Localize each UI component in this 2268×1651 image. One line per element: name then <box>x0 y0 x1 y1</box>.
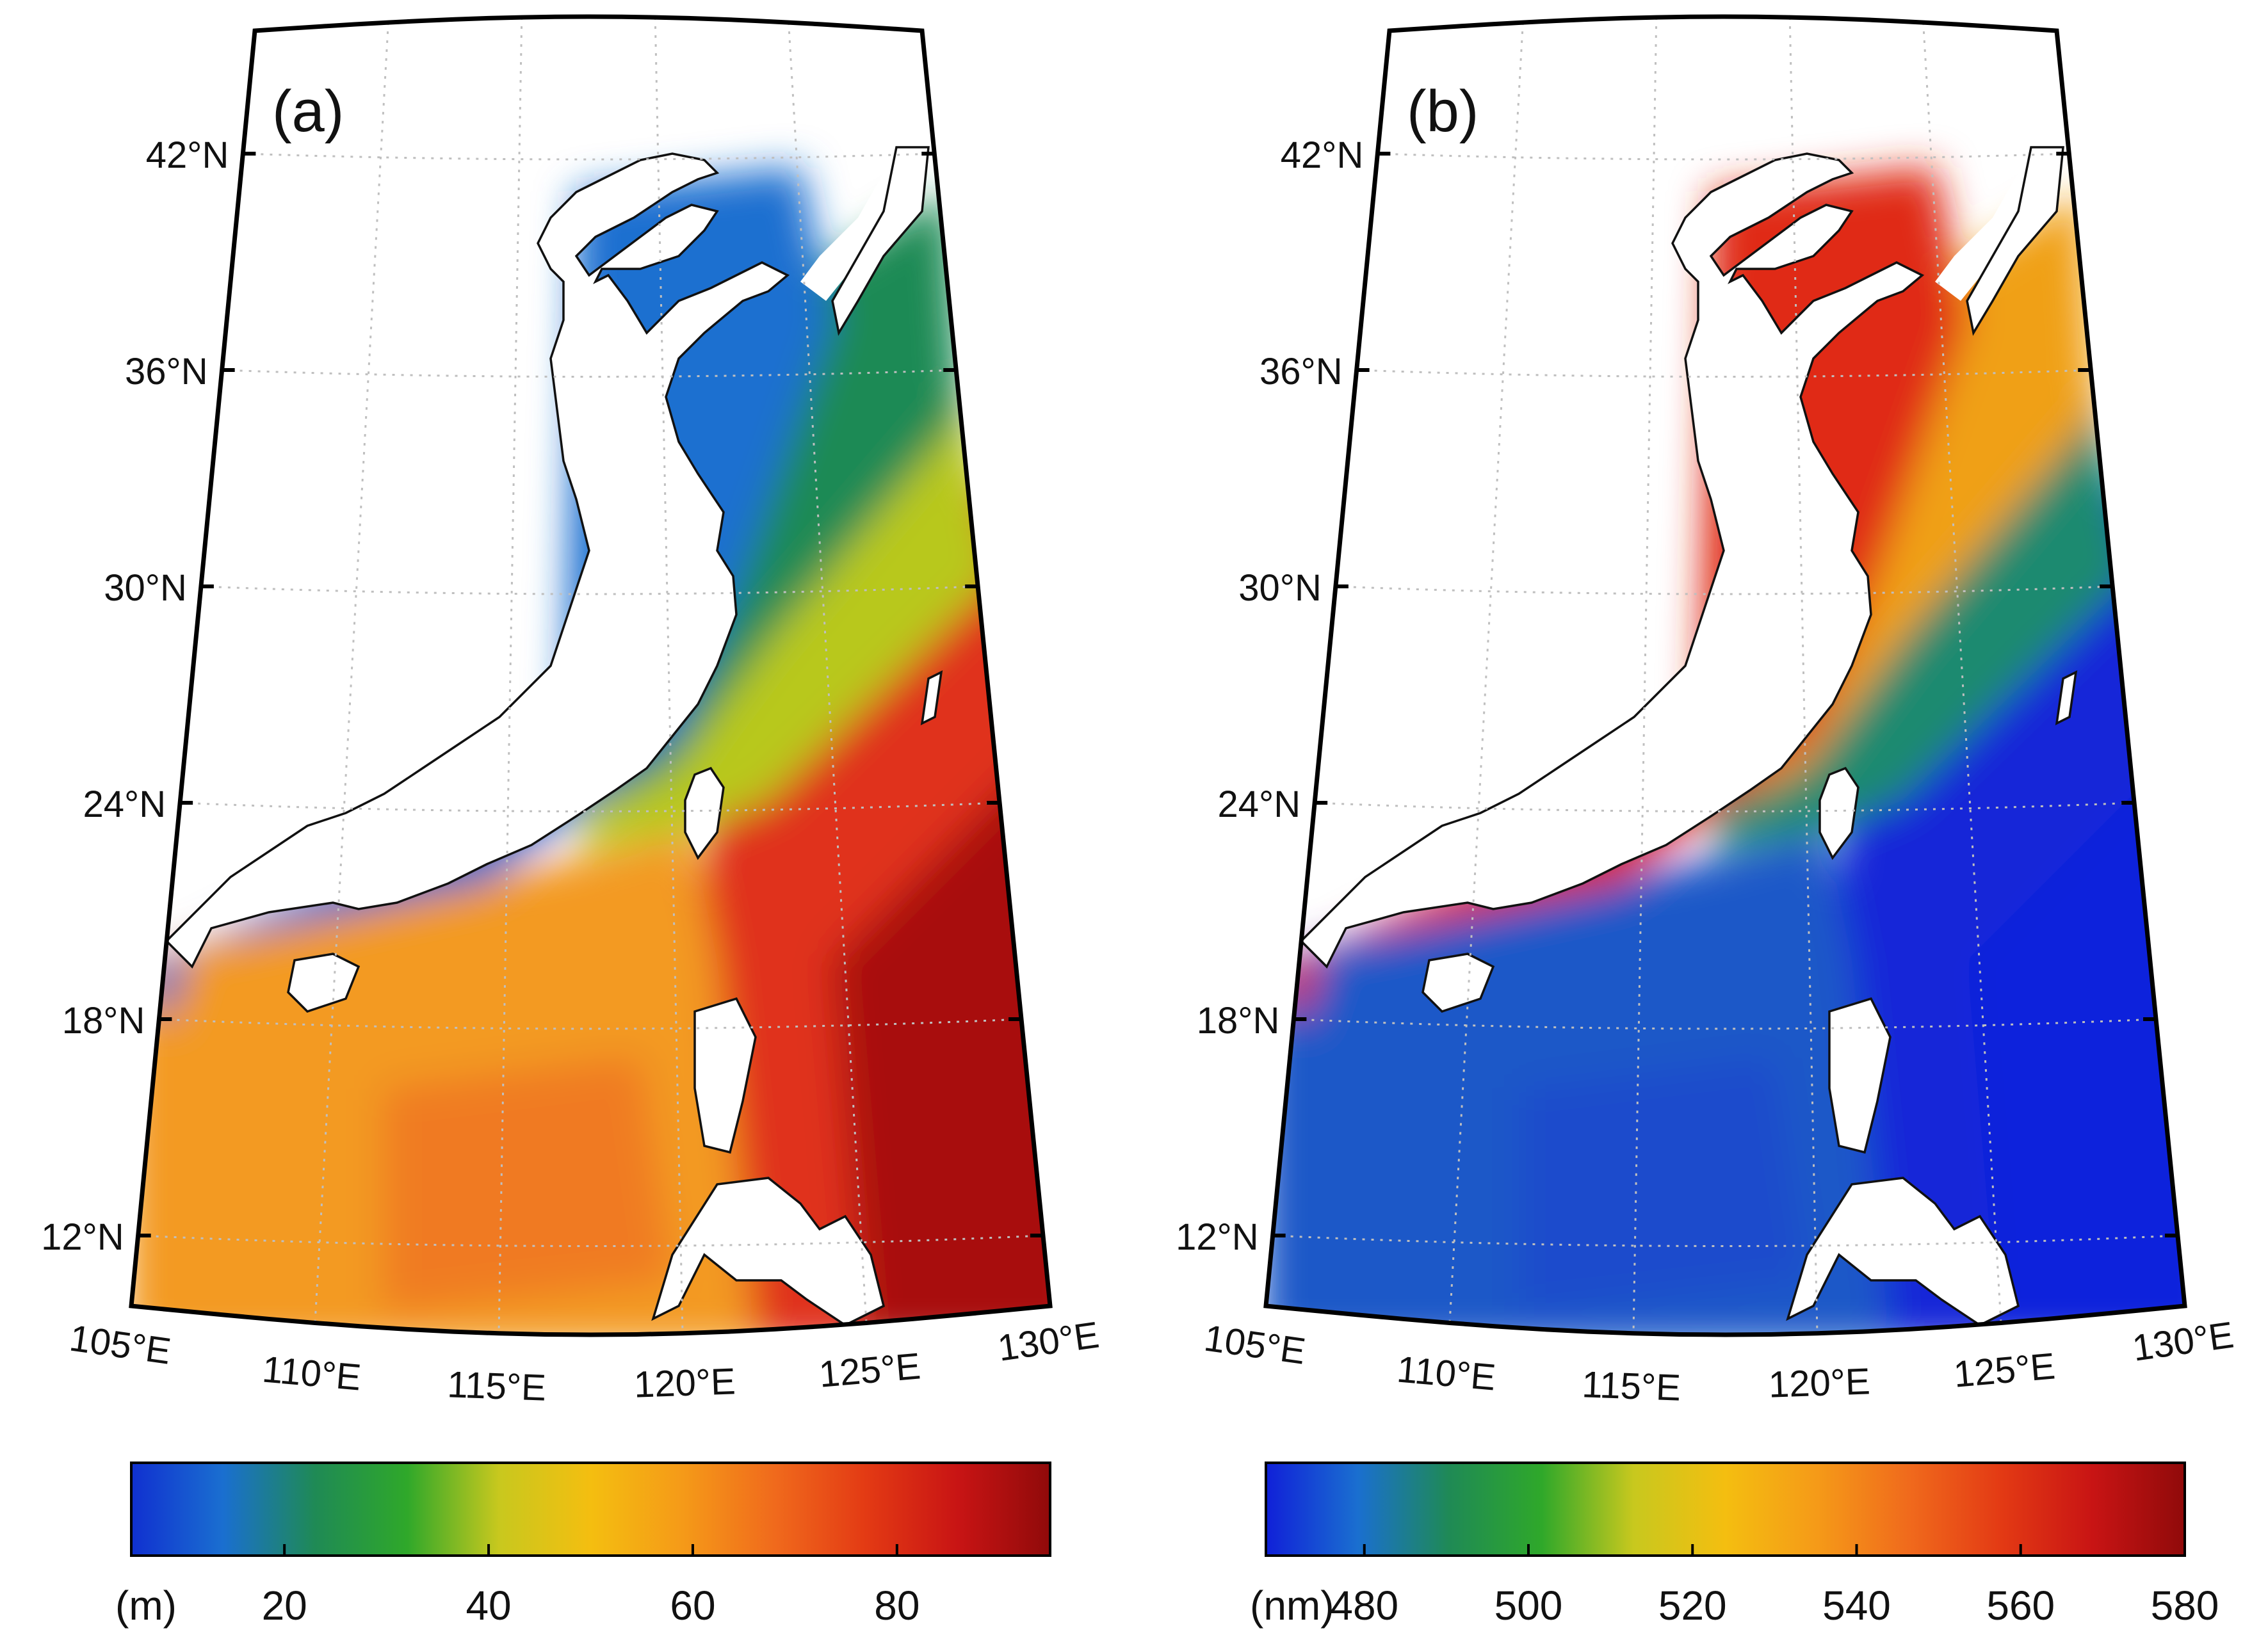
latitude-label: 12°N <box>1176 1216 1259 1258</box>
latitude-gridline <box>1272 1234 2178 1247</box>
colorbar-tick-label: 80 <box>874 1583 919 1629</box>
graticule <box>138 17 1044 1333</box>
longitude-label: 110°E <box>261 1348 362 1398</box>
korea-coastline <box>831 146 930 336</box>
longitude-label: 130°E <box>2130 1314 2236 1369</box>
latitude-label: 30°N <box>1238 567 1322 609</box>
longitude-label: 120°E <box>1768 1360 1871 1405</box>
longitude-label: 130°E <box>995 1314 1101 1369</box>
china-coastline <box>1299 152 1925 969</box>
latitude-labels: 42°N 36°N 30°N 24°N 18°N 12°N <box>41 134 229 1258</box>
colorbar-tick-label: 60 <box>670 1583 715 1629</box>
panel-a: (a) 42°N 36°N 30°N 24°N 18°N 12°N 105°E 110°E 115… <box>41 14 1101 1629</box>
latitude-label: 36°N <box>125 351 208 392</box>
longitude-label: 125°E <box>1952 1345 2057 1396</box>
latitude-label: 36°N <box>1260 351 1343 392</box>
colorbar: (m) 20 40 60 80 <box>115 1462 1051 1629</box>
colorbar-tick-label: 20 <box>262 1583 307 1629</box>
taiwan-coastline <box>684 766 725 860</box>
sea-color-field <box>131 17 1050 1335</box>
luzon-coastline <box>1828 997 1891 1154</box>
map-frame <box>129 14 1053 1337</box>
colorbar-tick-label: 480 <box>1330 1583 1398 1629</box>
map-frame <box>1263 14 2187 1337</box>
longitude-gridline <box>1922 22 2002 1323</box>
colorbar-gradient <box>1265 1462 2186 1557</box>
hainan-coastline <box>287 953 360 1013</box>
latitude-label: 42°N <box>1281 134 1364 176</box>
colorbar-unit: (m) <box>115 1583 177 1629</box>
scs-center-region <box>1519 1056 1807 1312</box>
panel-label: (a) <box>272 79 344 144</box>
north-land <box>131 17 1050 301</box>
colorbar-tick-label: 560 <box>1986 1583 2055 1629</box>
latitude-gridline <box>1356 369 2091 378</box>
colorbar-tick-label: 500 <box>1494 1583 1563 1629</box>
north-land <box>1266 17 2185 301</box>
latitude-label: 24°N <box>83 784 166 825</box>
sea-color-field <box>1266 17 2185 1335</box>
graticule <box>1272 17 2178 1333</box>
colorbar-tick-label: 520 <box>1658 1583 1727 1629</box>
longitude-label: 115°E <box>1581 1364 1681 1408</box>
latitude-label: 12°N <box>41 1216 124 1258</box>
colorbar: (nm)480 500 520 540 560 580 <box>1250 1462 2219 1629</box>
latitude-gridline <box>222 369 957 378</box>
colorbar-tick-label: 540 <box>1822 1583 1891 1629</box>
luzon-coastline <box>693 997 757 1154</box>
taiwan-coastline <box>1818 766 1859 860</box>
visayas-coastline <box>651 1177 886 1327</box>
latitude-label: 30°N <box>104 567 187 609</box>
longitude-gridline <box>788 22 868 1323</box>
longitude-label: 115°E <box>446 1364 547 1408</box>
longitude-label: 120°E <box>633 1360 736 1405</box>
longitude-gridline <box>1448 22 1524 1323</box>
longitude-label: 105°E <box>1202 1317 1308 1372</box>
longitude-label: 105°E <box>67 1317 174 1372</box>
korea-coastline <box>1966 146 2064 336</box>
colorbar-unit: (nm) <box>1250 1583 1334 1629</box>
longitude-label: 110°E <box>1395 1348 1497 1398</box>
colorbar-tick-label: 40 <box>466 1583 511 1629</box>
latitude-label: 42°N <box>146 134 229 176</box>
scs-center-region <box>384 1056 672 1312</box>
panel-b: (b) 42°N 36°N 30°N 24°N 18°N 12°N 105°E 110°E 115… <box>1176 14 2236 1629</box>
china-coastline <box>165 152 790 969</box>
latitude-gridline <box>159 1018 1022 1030</box>
visayas-coastline <box>1786 1177 2020 1327</box>
longitude-label: 125°E <box>817 1345 922 1396</box>
latitude-label: 18°N <box>1197 1000 1280 1042</box>
latitude-gridline <box>138 1234 1044 1247</box>
longitude-gridline <box>314 22 389 1323</box>
colorbar-gradient <box>130 1462 1051 1557</box>
colorbar-tick-label: 580 <box>2151 1583 2219 1629</box>
latitude-label: 24°N <box>1218 784 1301 825</box>
latitude-labels: 42°N 36°N 30°N 24°N 18°N 12°N <box>1176 134 1363 1258</box>
okinawa-coastline <box>2055 670 2078 726</box>
latitude-label: 18°N <box>62 1000 145 1042</box>
hainan-coastline <box>1422 953 1495 1013</box>
okinawa-coastline <box>920 670 943 726</box>
panel-label: (b) <box>1407 79 1478 144</box>
latitude-gridline <box>1293 1018 2157 1030</box>
